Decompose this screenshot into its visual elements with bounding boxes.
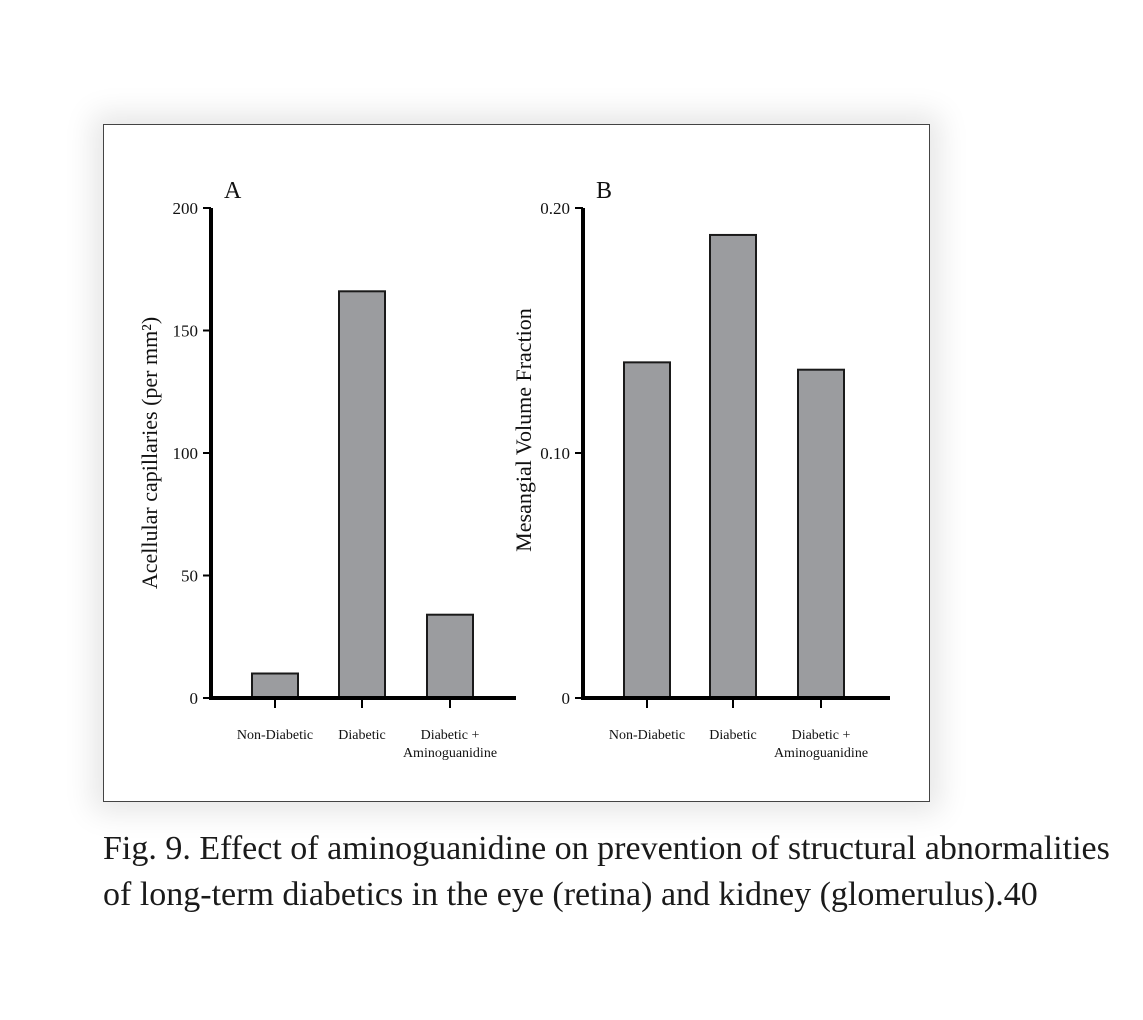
- panel-b-bar-3: [797, 368, 845, 699]
- panel-b-y-tick-label: 0.20: [540, 199, 570, 218]
- panel-a-y-tick-label: 50: [181, 567, 198, 586]
- panel-b-bar-1: [623, 361, 671, 699]
- panel-a-bar-2: [338, 290, 386, 700]
- panel-b-x-tick-label: Aminoguanidine: [774, 746, 868, 761]
- panel-a-x-tick-label: Diabetic: [338, 728, 385, 743]
- panel-b-x-tick-label: Diabetic +: [792, 728, 851, 743]
- panel-a-bar-1: [251, 672, 299, 699]
- panel-a-x-tick-label: Diabetic +: [421, 728, 480, 743]
- panel-a-y-axis-title: Acellular capillaries (per mm²): [137, 317, 162, 589]
- figure-frame: 0 50 100 150 200 Non-Diabetic Diabetic Diabetic…: [103, 124, 930, 802]
- panel-a-x-tick-label: Aminoguanidine: [403, 746, 497, 761]
- panel-b-x-tick-label: Non-Diabetic: [609, 728, 685, 743]
- panel-b-x-tick-label: Diabetic: [709, 728, 756, 743]
- panel-a-label: A: [224, 178, 242, 204]
- panel-b-y-tick-label: 0: [562, 689, 571, 708]
- figure-caption: Fig. 9. Effect of aminoguanidine on prev…: [103, 830, 1110, 913]
- panel-a-y-tick-label: 150: [173, 322, 199, 341]
- panel-b-y-axis-title: Mesangial Volume Fraction: [511, 308, 536, 552]
- panel-b-y-tick-label: 0.10: [540, 444, 570, 463]
- panel-b-label: B: [596, 178, 612, 204]
- panel-a-y-tick-label: 0: [190, 689, 199, 708]
- panel-a-bar-3: [426, 613, 474, 700]
- panel-b-bar-2: [709, 233, 757, 699]
- panel-a-y-tick-label: 200: [173, 199, 199, 218]
- panel-a-x-tick-label: Non-Diabetic: [237, 728, 313, 743]
- panel-a-y-tick-label: 100: [173, 444, 199, 463]
- figure-charts: 0 50 100 150 200 Non-Diabetic Diabetic Diabetic…: [137, 178, 890, 761]
